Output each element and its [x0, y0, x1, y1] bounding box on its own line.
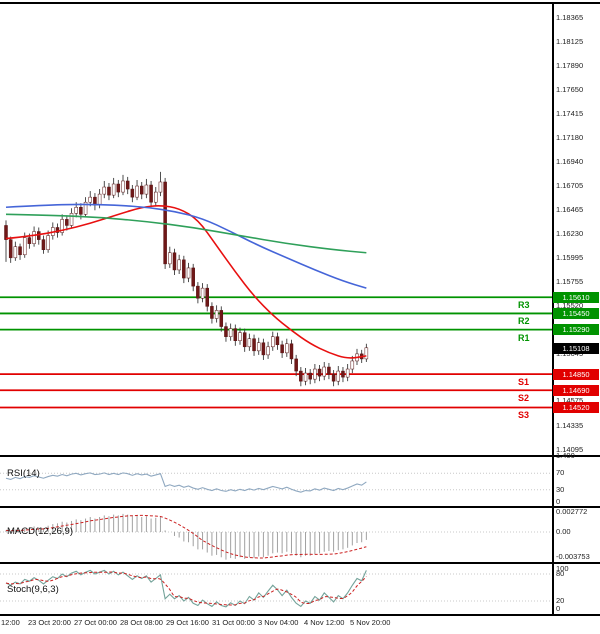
rsi-axis-label: 70	[556, 468, 565, 478]
panel-divider-stoch	[0, 562, 600, 564]
level-price-box: 1.14520	[553, 401, 599, 413]
candlestick-series	[4, 171, 369, 387]
rsi-axis-label: 0	[556, 497, 561, 506]
price-axis-label: 1.17650	[556, 85, 584, 95]
ma-blue-line	[5, 203, 367, 289]
rsi-axis-label: 30	[556, 484, 565, 494]
price-axis-label: 1.14575	[556, 396, 584, 406]
price-axis-label: 1.16940	[556, 157, 584, 167]
panel-border-top	[0, 2, 600, 4]
current-price-box: 1.15108	[553, 342, 599, 354]
time-axis-label: 31 Oct 00:00	[212, 618, 255, 627]
rsi-panel-series	[0, 472, 552, 493]
rsi-indicator-label: RSI(14)	[7, 468, 40, 479]
level-price-box: 1.14690	[553, 384, 599, 396]
macd-panel-series	[0, 513, 552, 560]
stoch-panel-series	[0, 569, 552, 608]
ma-green-line	[5, 213, 367, 254]
price-axis-label: 1.17415	[556, 109, 584, 119]
price-axis-extra-label: 1.400	[556, 450, 575, 460]
stoch-axis-label: 0	[556, 604, 561, 613]
stoch-axis-label: 80	[556, 569, 565, 578]
macd-indicator-label: MACD(12,26,9)	[7, 526, 73, 537]
price-axis-label: 1.15755	[556, 277, 584, 287]
panel-divider-rsi	[0, 455, 600, 457]
level-price-box: 1.15610	[553, 291, 599, 303]
level-price-box: 1.15450	[553, 307, 599, 319]
support-label-S3: S3	[518, 410, 530, 421]
time-axis-label: 12:00	[1, 618, 20, 627]
price-axis-label: 1.17890	[556, 61, 584, 71]
time-axis-label: 4 Nov 12:00	[304, 618, 345, 627]
ma-red-line	[5, 205, 367, 359]
price-axis-label: 1.17180	[556, 133, 584, 142]
resistance-label-R1: R1	[518, 332, 530, 343]
time-axis-label: 28 Oct 08:00	[120, 618, 163, 627]
rsi-line	[5, 472, 367, 493]
support-label-S2: S2	[518, 393, 530, 404]
macd-axis-label: -0.003753	[556, 552, 590, 561]
stoch-d-line	[5, 571, 367, 606]
stoch-indicator-label: Stoch(9,6,3)	[7, 584, 59, 595]
price-axis-label: 1.18125	[556, 37, 584, 47]
resistance-label-R2: R2	[518, 316, 530, 327]
price-axis-label: 1.15520	[556, 300, 584, 310]
time-axis-label: 23 Oct 20:00	[28, 618, 71, 627]
resistance-label-R3: R3	[518, 300, 530, 311]
price-axis-label: 1.18365	[556, 13, 584, 23]
price-axis-label: 1.16705	[556, 181, 584, 191]
time-axis-label: 29 Oct 16:00	[166, 618, 209, 627]
panel-divider-macd	[0, 506, 600, 508]
time-axis-label: 27 Oct 00:00	[74, 618, 117, 627]
price-axis-label: 1.15995	[556, 252, 584, 262]
price-axis-label: 1.14335	[556, 420, 584, 430]
time-axis-label: 5 Nov 20:00	[350, 618, 391, 627]
panel-border-bottom	[0, 614, 600, 616]
macd-axis-label: 0.002772	[556, 507, 588, 516]
price-axis-label: 1.16230	[556, 229, 584, 239]
time-axis-label: 3 Nov 04:00	[258, 618, 299, 627]
price-axis-label: 1.14095	[556, 444, 584, 454]
support-label-S1: S1	[518, 377, 530, 388]
stoch-axis-label: 20	[556, 596, 565, 605]
level-price-box: 1.14850	[553, 368, 599, 380]
price-axis-label: 1.16465	[556, 205, 584, 215]
stoch-axis-label: 100	[556, 564, 569, 573]
macd-signal-line	[5, 514, 367, 559]
level-price-box: 1.15290	[553, 324, 599, 336]
support-resistance-lines	[0, 296, 552, 409]
macd-axis-label: 0.00	[556, 527, 571, 536]
